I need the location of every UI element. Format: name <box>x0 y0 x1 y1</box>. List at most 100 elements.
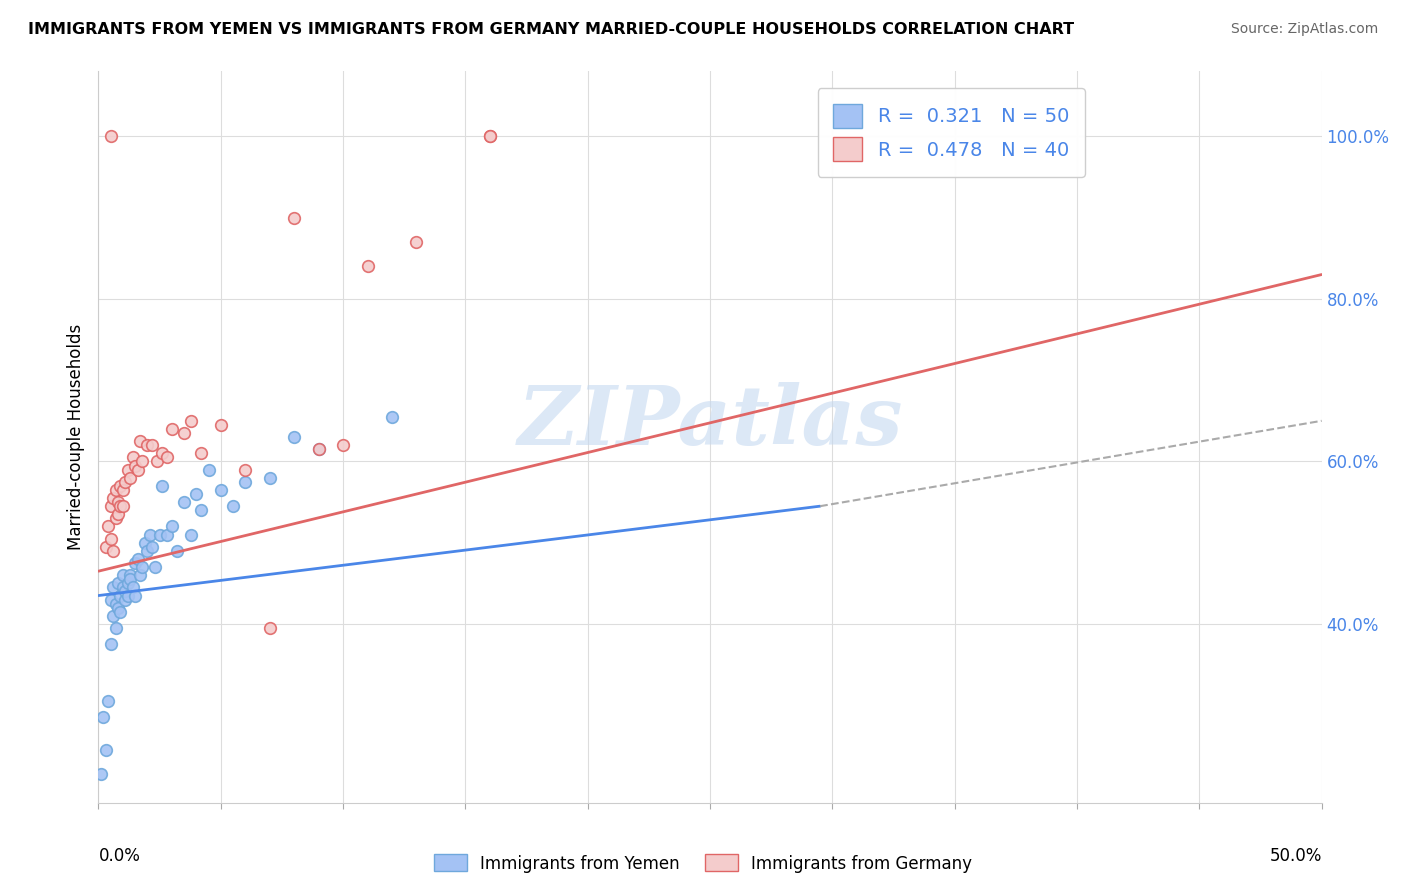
Point <box>136 438 159 452</box>
Point <box>101 544 124 558</box>
Point <box>91 710 114 724</box>
Point <box>131 560 153 574</box>
Point <box>141 540 163 554</box>
Point <box>120 471 142 485</box>
Point <box>97 694 120 708</box>
Point <box>149 527 172 541</box>
Point <box>100 532 122 546</box>
Point <box>114 584 136 599</box>
Point <box>156 450 179 465</box>
Legend: Immigrants from Yemen, Immigrants from Germany: Immigrants from Yemen, Immigrants from G… <box>427 847 979 880</box>
Point <box>124 458 146 473</box>
Text: 0.0%: 0.0% <box>98 847 141 864</box>
Point <box>283 211 305 225</box>
Point <box>100 637 122 651</box>
Point <box>209 417 232 432</box>
Point <box>127 552 149 566</box>
Point <box>100 499 122 513</box>
Point <box>405 235 427 249</box>
Point <box>111 568 134 582</box>
Point <box>97 519 120 533</box>
Point <box>111 581 134 595</box>
Point <box>100 129 122 144</box>
Text: IMMIGRANTS FROM YEMEN VS IMMIGRANTS FROM GERMANY MARRIED-COUPLE HOUSEHOLDS CORRE: IMMIGRANTS FROM YEMEN VS IMMIGRANTS FROM… <box>28 22 1074 37</box>
Point <box>101 491 124 505</box>
Point <box>209 483 232 497</box>
Point <box>134 535 156 549</box>
Point <box>101 608 124 623</box>
Point <box>90 767 112 781</box>
Point <box>141 438 163 452</box>
Point <box>107 508 129 522</box>
Point <box>356 260 378 274</box>
Point <box>117 576 139 591</box>
Point <box>100 592 122 607</box>
Point <box>259 471 281 485</box>
Text: ZIPatlas: ZIPatlas <box>517 383 903 462</box>
Legend: R =  0.321   N = 50, R =  0.478   N = 40: R = 0.321 N = 50, R = 0.478 N = 40 <box>818 88 1085 177</box>
Point <box>120 568 142 582</box>
Point <box>121 581 143 595</box>
Point <box>308 442 330 457</box>
Point <box>114 475 136 489</box>
Point <box>478 129 501 144</box>
Point <box>110 479 132 493</box>
Point <box>173 425 195 440</box>
Point <box>233 462 256 476</box>
Point <box>173 495 195 509</box>
Point <box>160 422 183 436</box>
Point <box>197 462 219 476</box>
Point <box>110 499 132 513</box>
Point <box>150 446 173 460</box>
Point <box>110 605 132 619</box>
Point <box>101 581 124 595</box>
Point <box>186 487 208 501</box>
Point <box>129 434 152 449</box>
Point <box>259 621 281 635</box>
Point <box>381 409 404 424</box>
Point <box>120 572 142 586</box>
Point <box>190 503 212 517</box>
Point <box>117 589 139 603</box>
Point <box>190 446 212 460</box>
Point <box>124 556 146 570</box>
Point <box>160 519 183 533</box>
Point <box>104 483 127 497</box>
Point <box>166 544 188 558</box>
Point <box>117 462 139 476</box>
Point <box>136 544 159 558</box>
Point <box>308 442 330 457</box>
Point <box>127 462 149 476</box>
Point <box>233 475 256 489</box>
Point <box>111 499 134 513</box>
Point <box>146 454 169 468</box>
Point <box>104 597 127 611</box>
Point <box>180 527 202 541</box>
Point <box>139 527 162 541</box>
Point <box>150 479 173 493</box>
Point <box>107 495 129 509</box>
Point <box>143 560 166 574</box>
Point <box>121 450 143 465</box>
Text: Source: ZipAtlas.com: Source: ZipAtlas.com <box>1230 22 1378 37</box>
Point <box>156 527 179 541</box>
Point <box>129 568 152 582</box>
Point <box>107 576 129 591</box>
Text: 50.0%: 50.0% <box>1270 847 1322 864</box>
Y-axis label: Married-couple Households: Married-couple Households <box>66 324 84 550</box>
Point <box>94 743 117 757</box>
Point <box>478 129 501 144</box>
Point <box>131 454 153 468</box>
Point <box>114 592 136 607</box>
Point <box>94 540 117 554</box>
Point <box>332 438 354 452</box>
Point <box>107 600 129 615</box>
Point <box>283 430 305 444</box>
Point <box>124 589 146 603</box>
Point <box>222 499 245 513</box>
Point <box>180 414 202 428</box>
Point <box>110 589 132 603</box>
Point <box>111 483 134 497</box>
Point <box>104 511 127 525</box>
Point <box>104 621 127 635</box>
